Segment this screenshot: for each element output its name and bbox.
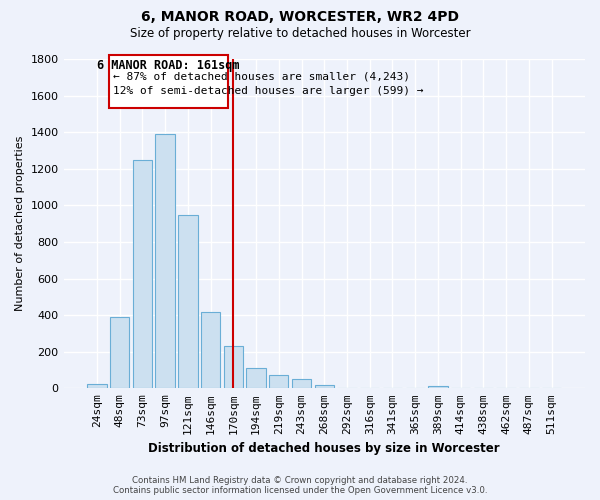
Bar [224, 346, 243, 389]
FancyBboxPatch shape [109, 56, 227, 108]
Text: ← 87% of detached houses are smaller (4,243): ← 87% of detached houses are smaller (4,… [113, 72, 410, 82]
Bar [269, 376, 289, 388]
Bar [314, 385, 334, 388]
Bar [247, 368, 266, 388]
Bar [178, 214, 197, 388]
Bar [428, 386, 448, 388]
Bar [87, 384, 107, 388]
Text: Contains HM Land Registry data © Crown copyright and database right 2024.
Contai: Contains HM Land Registry data © Crown c… [113, 476, 487, 495]
X-axis label: Distribution of detached houses by size in Worcester: Distribution of detached houses by size … [148, 442, 500, 455]
Text: 12% of semi-detached houses are larger (599) →: 12% of semi-detached houses are larger (… [113, 86, 424, 97]
Bar [292, 379, 311, 388]
Bar [155, 134, 175, 388]
Bar [133, 160, 152, 388]
Bar [201, 312, 220, 388]
Text: 6, MANOR ROAD, WORCESTER, WR2 4PD: 6, MANOR ROAD, WORCESTER, WR2 4PD [141, 10, 459, 24]
Text: Size of property relative to detached houses in Worcester: Size of property relative to detached ho… [130, 28, 470, 40]
Bar [110, 317, 130, 388]
Text: 6 MANOR ROAD: 161sqm: 6 MANOR ROAD: 161sqm [97, 59, 240, 72]
Y-axis label: Number of detached properties: Number of detached properties [15, 136, 25, 312]
